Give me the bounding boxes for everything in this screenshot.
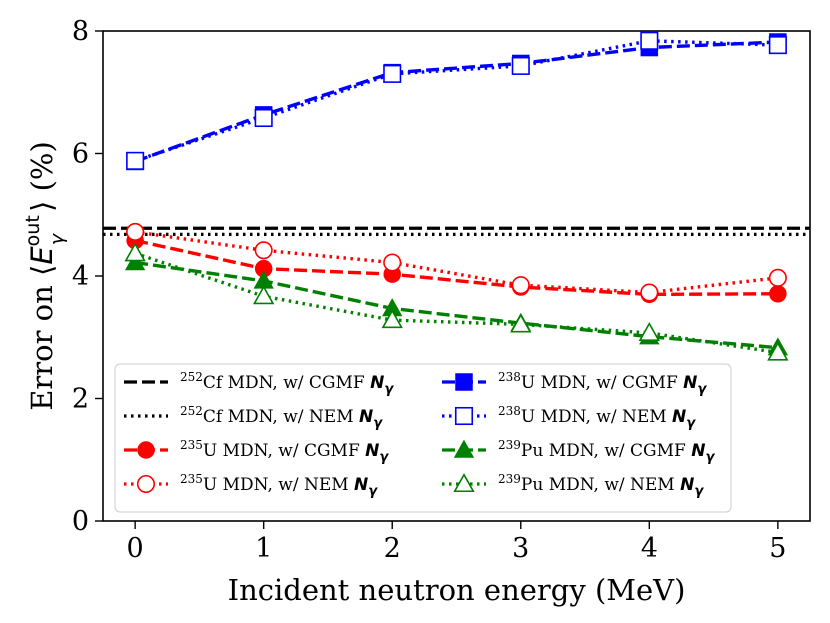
series-235-dotted: [126, 222, 787, 302]
legend-entry-252-dotted: 252Cf MDN, w/ NEM Nγ: [124, 404, 383, 431]
series-line: [134, 39, 778, 163]
data-point: [640, 31, 659, 50]
legend-label: 252Cf MDN, w/ NEM Nγ: [180, 404, 383, 431]
series-239-dotted: [124, 242, 789, 361]
legend-swatch-marker: [136, 474, 156, 494]
x-tick-label: 3: [512, 533, 529, 564]
legend-label: 252Cf MDN, w/ CGMF Nγ: [180, 370, 394, 397]
legend-label: 238U MDN, w/ CGMF Nγ: [498, 370, 707, 397]
data-point: [254, 108, 273, 128]
legend-entry-238-dotted: 238U MDN, w/ NEM Nγ: [442, 404, 696, 431]
legend-label: 235U MDN, w/ CGMF Nγ: [180, 438, 389, 465]
series-238-dashed: [126, 33, 787, 171]
series-line: [134, 238, 778, 297]
data-series: [124, 31, 789, 361]
data-point: [124, 242, 146, 262]
data-point: [126, 222, 145, 241]
series-239-dashed: [124, 252, 789, 356]
legend-swatch-marker: [453, 473, 475, 493]
legend: 252Cf MDN, w/ CGMF Nγ 238U MDN, w/ CGMF N…: [114, 363, 732, 513]
legend-swatch-marker: [455, 373, 473, 391]
plot-frame: [102, 30, 811, 522]
series-line: [134, 251, 779, 355]
legend-entry-252-dashed: 252Cf MDN, w/ CGMF Nγ: [124, 370, 394, 397]
series-line: [134, 40, 778, 164]
data-point: [381, 309, 403, 329]
data-point: [383, 253, 402, 272]
data-point: [126, 151, 145, 170]
data-point: [768, 268, 787, 287]
data-point: [769, 285, 787, 303]
legend-swatch-marker: [137, 441, 155, 459]
legend-label: 235U MDN, w/ NEM Nγ: [180, 472, 378, 499]
legend-label: 239Pu MDN, w/ CGMF Nγ: [498, 438, 715, 465]
y-tick-label: 6: [72, 139, 89, 170]
x-tick-label: 0: [127, 533, 144, 564]
data-point: [253, 285, 275, 305]
y-axis-label: Error on ⟨Eout γ⟩ (%): [22, 141, 68, 411]
x-tick-label: 5: [769, 533, 786, 564]
data-point: [254, 241, 273, 260]
series-line: [134, 260, 779, 350]
data-point: [638, 322, 660, 342]
legend-swatch-marker: [454, 406, 474, 426]
x-tick-label: 4: [641, 533, 658, 564]
legend-label: 239Pu MDN, w/ NEM Nγ: [498, 472, 704, 499]
series-235-dashed: [126, 231, 787, 304]
y-tick-label: 2: [72, 384, 89, 415]
legend-entry-235-dotted: 235U MDN, w/ NEM Nγ: [124, 472, 378, 499]
y-tick-label: 4: [72, 261, 89, 292]
data-point: [640, 283, 659, 302]
data-point: [510, 313, 532, 333]
plot-border: [102, 30, 811, 522]
x-tick-label: 2: [384, 533, 401, 564]
legend-label: 238U MDN, w/ NEM Nγ: [498, 404, 696, 431]
legend-entry-239-dashed: 239Pu MDN, w/ CGMF Nγ: [442, 438, 715, 465]
data-point: [768, 36, 787, 55]
legend-box: [114, 363, 732, 513]
series-line: [134, 230, 779, 295]
y-tick-label: 8: [72, 16, 89, 47]
legend-entry-239-dotted: 239Pu MDN, w/ NEM Nγ: [442, 472, 704, 499]
legend-entry-235-dashed: 235U MDN, w/ CGMF Nγ: [124, 438, 389, 465]
legend-swatch-marker: [453, 439, 475, 458]
x-tick-label: 1: [255, 533, 272, 564]
data-point: [767, 341, 789, 361]
reference-lines: [103, 226, 810, 236]
series-238-dotted: [126, 31, 787, 170]
legend-entry-238-dashed: 238U MDN, w/ CGMF Nγ: [442, 370, 707, 397]
axes: 0 1 2 3 4 5 0 2 4 6 8 Incident neutron energy (MeV)…: [22, 16, 786, 607]
data-point: [511, 276, 530, 295]
data-point: [511, 56, 530, 75]
data-point: [124, 252, 146, 271]
y-tick-label: 0: [72, 506, 89, 537]
data-point: [383, 64, 402, 83]
x-axis-label: Incident neutron energy (MeV): [228, 573, 686, 607]
